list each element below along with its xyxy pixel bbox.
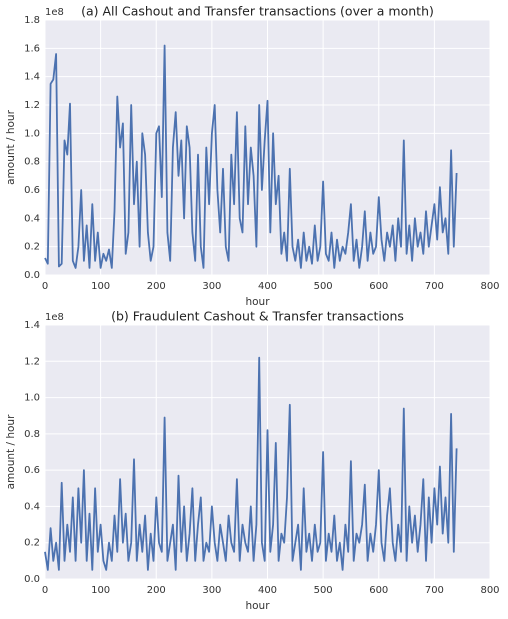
x-tick-label: 300 xyxy=(202,585,221,596)
y-axis-label: amount / hour xyxy=(5,414,17,489)
y-tick-label: 1.2 xyxy=(24,100,40,111)
y-offset-label: 1e8 xyxy=(45,312,64,323)
y-tick-label: 0.4 xyxy=(24,501,40,512)
x-axis-label: hour xyxy=(245,600,270,612)
x-tick-label: 400 xyxy=(258,585,277,596)
x-axis-label: hour xyxy=(245,296,270,308)
x-tick-label: 100 xyxy=(91,585,110,596)
y-tick-label: 0.2 xyxy=(24,242,40,253)
y-offset-label: 1e8 xyxy=(45,7,64,18)
y-tick-label: 1.8 xyxy=(24,15,40,26)
x-tick-label: 200 xyxy=(147,281,166,292)
x-tick-label: 300 xyxy=(202,281,221,292)
x-tick-label: 500 xyxy=(314,281,333,292)
y-tick-label: 0.4 xyxy=(24,213,40,224)
x-tick-label: 800 xyxy=(480,281,499,292)
data-line xyxy=(44,356,458,571)
x-tick-label: 100 xyxy=(91,281,110,292)
y-tick-label: 1.4 xyxy=(24,320,40,331)
y-axis-label: amount / hour xyxy=(5,109,17,184)
chart-title: (a) All Cashout and Transfer transaction… xyxy=(81,4,434,19)
x-tick-label: 700 xyxy=(425,585,444,596)
x-tick-label: 0 xyxy=(42,281,48,292)
y-tick-label: 0.6 xyxy=(24,465,40,476)
y-tick-label: 0.0 xyxy=(24,270,40,281)
y-tick-label: 0.6 xyxy=(24,185,40,196)
y-tick-label: 0.8 xyxy=(24,157,40,168)
y-tick-label: 1.0 xyxy=(24,128,40,139)
y-tick-label: 1.2 xyxy=(24,356,40,367)
y-tick-label: 1.0 xyxy=(24,393,40,404)
x-tick-label: 600 xyxy=(369,281,388,292)
y-tick-label: 0.8 xyxy=(24,429,40,440)
x-tick-label: 700 xyxy=(425,281,444,292)
chart-title: (b) Fraudulent Cashout & Transfer transa… xyxy=(111,309,404,324)
x-tick-label: 200 xyxy=(147,585,166,596)
x-tick-label: 500 xyxy=(314,585,333,596)
y-tick-label: 1.6 xyxy=(24,43,40,54)
y-tick-label: 1.4 xyxy=(24,72,40,83)
x-tick-label: 0 xyxy=(42,585,48,596)
x-tick-label: 600 xyxy=(369,585,388,596)
x-tick-label: 400 xyxy=(258,281,277,292)
x-tick-label: 800 xyxy=(480,585,499,596)
y-tick-label: 0.2 xyxy=(24,538,40,549)
y-tick-label: 0.0 xyxy=(24,574,40,585)
data-line xyxy=(44,44,458,269)
